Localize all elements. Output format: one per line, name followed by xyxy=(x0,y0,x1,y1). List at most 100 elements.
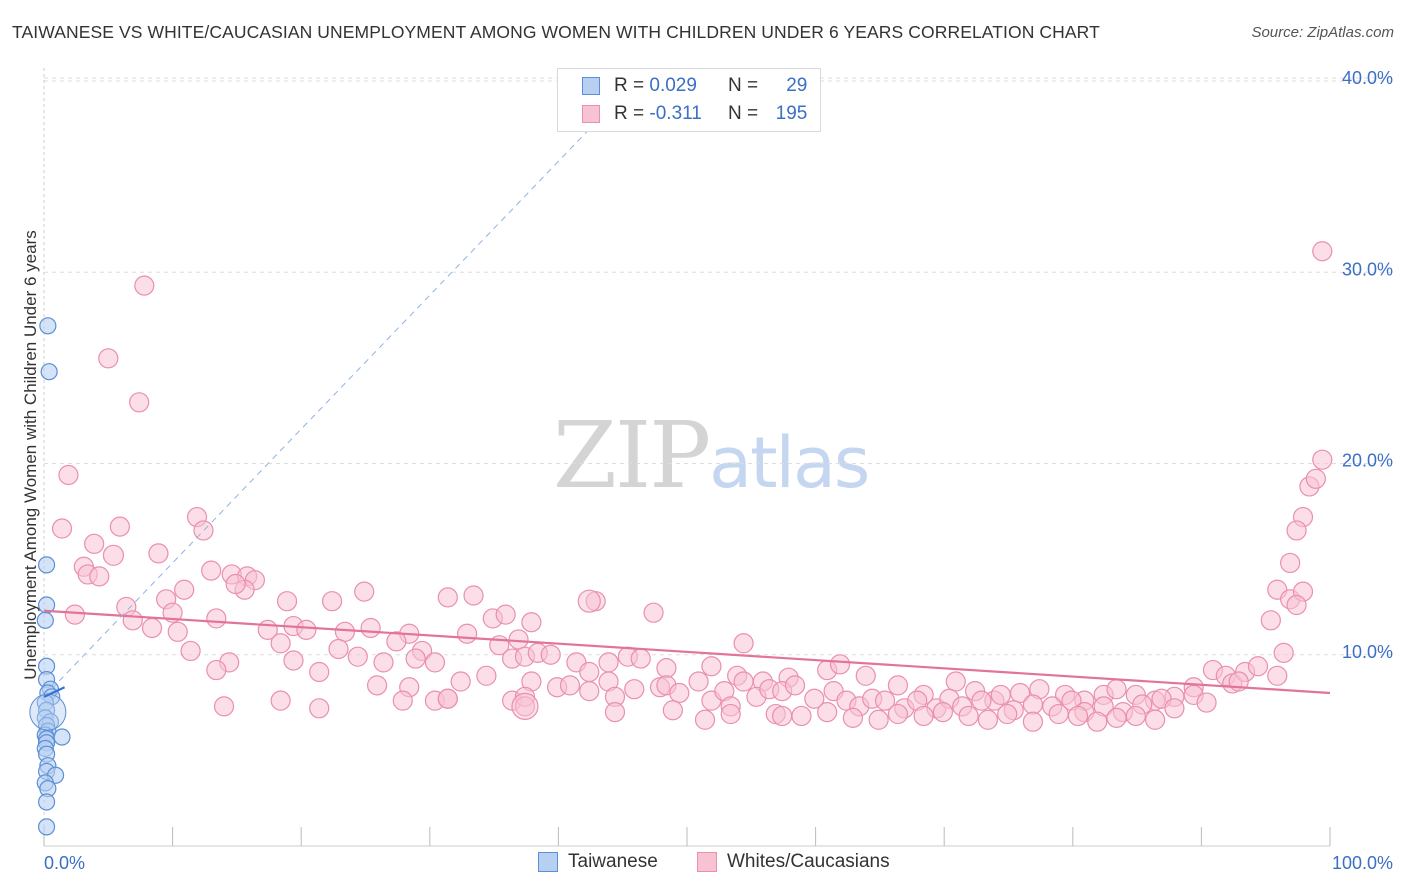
whites-caucasians-point xyxy=(366,675,388,696)
whites-caucasians-point xyxy=(720,703,741,725)
whites-caucasians-point xyxy=(98,348,119,369)
whites-caucasians-point xyxy=(559,675,581,696)
bottom-legend-swatch-taiwanese xyxy=(538,852,558,872)
x-tick-label-max: 100.0% xyxy=(1332,853,1393,873)
whites-caucasians-point xyxy=(309,661,330,683)
whites-caucasians-point xyxy=(360,617,381,639)
whites-caucasians-point xyxy=(1106,707,1127,728)
whites-caucasians-point xyxy=(1022,711,1044,732)
whites-caucasians-point xyxy=(1164,698,1185,719)
whites-caucasians-point xyxy=(109,516,130,537)
whites-caucasians-point xyxy=(213,696,235,717)
whites-caucasians-point xyxy=(945,671,966,692)
whites-caucasians-point xyxy=(508,629,529,650)
legend-r-value-taiwanese: 0.029 xyxy=(649,75,697,96)
taiwanese-points xyxy=(29,317,71,836)
y-tick-label: 40.0% xyxy=(1342,68,1393,88)
whites-caucasians-point xyxy=(201,560,222,581)
whites-caucasians-point xyxy=(688,671,709,692)
whites-caucasians-point xyxy=(270,690,291,711)
taiwanese-point xyxy=(53,728,71,746)
whites-caucasians-point xyxy=(51,518,73,539)
whites-caucasians-point xyxy=(855,665,876,686)
whites-caucasians-point xyxy=(373,652,394,673)
x-tick-label-min: 0.0% xyxy=(44,853,85,873)
whites-caucasians-point xyxy=(817,702,838,723)
whites-caucasians-point xyxy=(1312,449,1333,470)
y-tick-label: 10.0% xyxy=(1342,642,1393,662)
whites-caucasians-point xyxy=(1286,520,1307,541)
whites-caucasians-point xyxy=(662,700,683,721)
whites-caucasians-point xyxy=(354,581,375,602)
taiwanese-point xyxy=(39,317,57,335)
whites-caucasians-point xyxy=(283,650,304,671)
whites-caucasians-point xyxy=(167,621,188,642)
whites-caucasians-point xyxy=(913,705,934,727)
legend-r-value-whites: -0.311 xyxy=(649,103,702,124)
whites-caucasians-point xyxy=(206,659,227,681)
whites-caucasians-point xyxy=(1125,705,1146,727)
whites-caucasians-point xyxy=(456,623,478,644)
whites-caucasians-point xyxy=(1067,705,1089,727)
whites-caucasians-point xyxy=(1106,679,1127,700)
taiwanese-point xyxy=(37,818,56,836)
whites-caucasians-point xyxy=(656,658,677,679)
whites-caucasians-point xyxy=(174,579,195,600)
whites-caucasians-point xyxy=(206,608,227,629)
whites-caucasians-point xyxy=(932,702,954,723)
whites-caucasians-point xyxy=(971,690,992,711)
trend-lines xyxy=(43,80,1331,698)
whites-caucasians-point xyxy=(829,654,851,675)
y-tick-label: 30.0% xyxy=(1342,259,1393,279)
whites-caucasians-point xyxy=(598,652,619,673)
taiwanese-point xyxy=(37,793,56,811)
whites-caucasians-point xyxy=(64,604,85,625)
whites-caucasians-point xyxy=(990,684,1011,706)
axis-labels: 10.0% 20.0% 30.0% 40.0% 0.0% 100.0% Unemployme… xyxy=(21,68,1393,873)
taiwanese-point xyxy=(36,611,54,629)
whites-caucasians-point xyxy=(772,705,793,727)
whites-caucasians-point xyxy=(958,705,979,727)
taiwanese-point xyxy=(29,693,67,731)
y-tick-label: 20.0% xyxy=(1342,451,1393,471)
whites-caucasians-point xyxy=(521,612,542,633)
taiwanese-point xyxy=(40,363,58,381)
whites-caucasians-point xyxy=(225,573,246,595)
whites-caucasians-point xyxy=(437,587,458,608)
whites-caucasians-point xyxy=(162,602,183,623)
taiwanese-trend-line xyxy=(43,686,66,698)
bottom-legend-whites: Whites/Caucasians xyxy=(697,851,890,873)
whites-caucasians-point xyxy=(540,644,561,665)
watermark-zip: ZIP xyxy=(553,402,711,509)
whites-caucasians-point xyxy=(669,682,690,704)
taiwanese-point xyxy=(37,556,56,574)
whites-caucasians-point xyxy=(334,621,356,642)
whites-caucasians-point xyxy=(1273,642,1294,663)
legend-r-label: R = xyxy=(614,103,645,124)
legend-r-label: R = xyxy=(614,75,645,96)
whites-caucasians-point xyxy=(309,698,330,719)
whites-caucasians-point xyxy=(1087,711,1108,732)
whites-caucasians-point xyxy=(122,610,143,631)
whites-caucasians-point xyxy=(842,707,863,728)
watermark: ZIPatlas xyxy=(553,402,870,509)
whites-caucasians-point xyxy=(141,617,163,639)
whites-caucasians-point xyxy=(579,661,600,683)
whites-caucasians-point xyxy=(437,688,458,709)
whites-caucasians-point xyxy=(624,679,645,700)
whites-caucasians-point xyxy=(405,648,426,669)
whites-caucasians-point xyxy=(784,675,806,696)
whites-caucasians-point xyxy=(694,709,716,730)
whites-caucasians-point xyxy=(887,703,909,725)
whites-caucasians-point xyxy=(134,275,155,296)
whites-caucasians-point xyxy=(804,688,825,709)
whites-caucasians-point xyxy=(424,652,446,673)
y-axis-title: Unemployment Among Women with Children U… xyxy=(21,230,40,679)
legend-n-value-whites: 195 xyxy=(775,103,808,124)
whites-caucasians-point xyxy=(296,619,317,640)
whites-caucasians-point xyxy=(180,640,201,662)
bottom-legend-taiwanese: Taiwanese xyxy=(538,851,658,873)
whites-caucasians-point xyxy=(89,566,110,587)
whites-caucasians-trend-line xyxy=(43,609,1331,695)
whites-caucasians-point xyxy=(868,709,889,730)
